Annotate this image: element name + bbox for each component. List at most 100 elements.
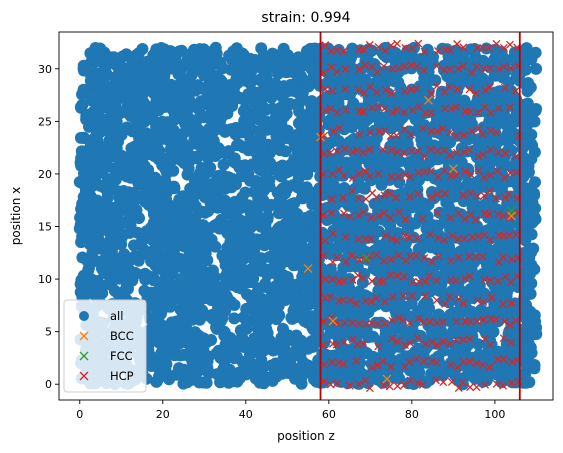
point-all	[484, 200, 497, 213]
point-all	[83, 120, 95, 133]
point-all	[377, 368, 390, 381]
point-all	[251, 315, 264, 328]
point-all	[521, 328, 534, 341]
point-all	[205, 268, 218, 281]
point-hcp	[412, 62, 421, 71]
point-all	[298, 146, 311, 159]
point-all	[196, 82, 208, 95]
point-hcp	[405, 358, 414, 367]
point-hcp	[387, 362, 396, 371]
point-all	[151, 374, 164, 387]
point-bcc	[382, 374, 392, 384]
point-all	[142, 148, 155, 161]
point-hcp	[439, 378, 448, 387]
point-hcp	[368, 363, 377, 372]
point-all	[117, 67, 130, 79]
point-all	[421, 210, 434, 223]
point-hcp	[505, 190, 513, 199]
point-hcp	[506, 103, 515, 112]
point-hcp	[374, 42, 383, 51]
point-hcp	[421, 292, 430, 300]
point-all	[324, 114, 337, 127]
point-hcp	[406, 376, 415, 385]
point-hcp	[413, 234, 422, 243]
point-all	[179, 144, 192, 157]
point-hcp	[320, 150, 329, 158]
point-hcp	[492, 315, 501, 324]
point-hcp	[340, 338, 349, 347]
point-all	[305, 63, 318, 75]
point-hcp	[478, 252, 487, 261]
point-hcp	[499, 355, 508, 364]
point-hcp	[494, 210, 503, 219]
legend-marker-all	[79, 311, 89, 321]
point-hcp	[398, 316, 407, 325]
point-hcp	[486, 108, 495, 117]
point-hcp	[355, 319, 364, 328]
point-hcp	[387, 89, 396, 98]
point-hcp	[380, 319, 389, 328]
point-hcp	[432, 276, 441, 285]
point-all	[344, 299, 357, 312]
point-hcp	[393, 39, 402, 48]
point-hcp	[405, 318, 414, 327]
point-all	[322, 278, 335, 291]
point-hcp	[339, 360, 348, 369]
point-all	[75, 145, 88, 158]
point-bcc	[424, 95, 433, 105]
point-all	[274, 274, 287, 287]
point-hcp	[466, 383, 474, 392]
point-hcp	[359, 148, 368, 157]
legend-label-hcp: HCP	[110, 369, 134, 383]
point-all	[94, 179, 107, 192]
point-all	[475, 84, 488, 97]
point-hcp	[421, 277, 430, 286]
point-hcp	[354, 271, 362, 280]
point-all	[228, 299, 241, 311]
point-hcp	[466, 317, 475, 326]
point-all	[136, 66, 149, 79]
point-all	[96, 217, 109, 230]
point-hcp	[499, 43, 508, 52]
point-all	[143, 312, 156, 325]
point-hcp	[500, 83, 509, 92]
point-all	[356, 276, 369, 289]
point-all	[420, 222, 433, 235]
point-all	[283, 281, 296, 293]
point-hcp	[465, 252, 474, 261]
point-all	[109, 173, 122, 186]
point-hcp	[380, 104, 389, 113]
point-hcp	[362, 194, 371, 203]
point-all	[372, 284, 385, 297]
point-all	[237, 141, 250, 154]
point-hcp	[433, 341, 441, 350]
point-hcp	[479, 315, 488, 324]
point-all	[506, 90, 519, 103]
point-hcp	[348, 275, 357, 284]
point-all	[460, 256, 473, 269]
point-hcp	[321, 236, 330, 245]
point-all	[324, 163, 336, 176]
point-hcp	[359, 208, 368, 217]
point-hcp	[388, 234, 397, 243]
point-hcp	[414, 168, 423, 177]
point-hcp	[440, 166, 449, 175]
point-hcp	[326, 104, 335, 113]
point-all	[201, 361, 214, 374]
point-all	[294, 350, 307, 362]
point-all	[345, 75, 357, 88]
point-all	[188, 43, 201, 56]
point-hcp	[392, 193, 401, 202]
point-all	[303, 188, 316, 201]
point-all	[289, 372, 302, 385]
point-all	[411, 375, 424, 388]
point-all	[183, 346, 196, 359]
point-all	[264, 162, 277, 175]
point-all	[252, 193, 265, 205]
point-all	[501, 334, 514, 347]
point-all	[497, 52, 510, 65]
point-hcp	[341, 232, 350, 241]
point-hcp	[400, 108, 409, 117]
point-all	[196, 146, 209, 159]
